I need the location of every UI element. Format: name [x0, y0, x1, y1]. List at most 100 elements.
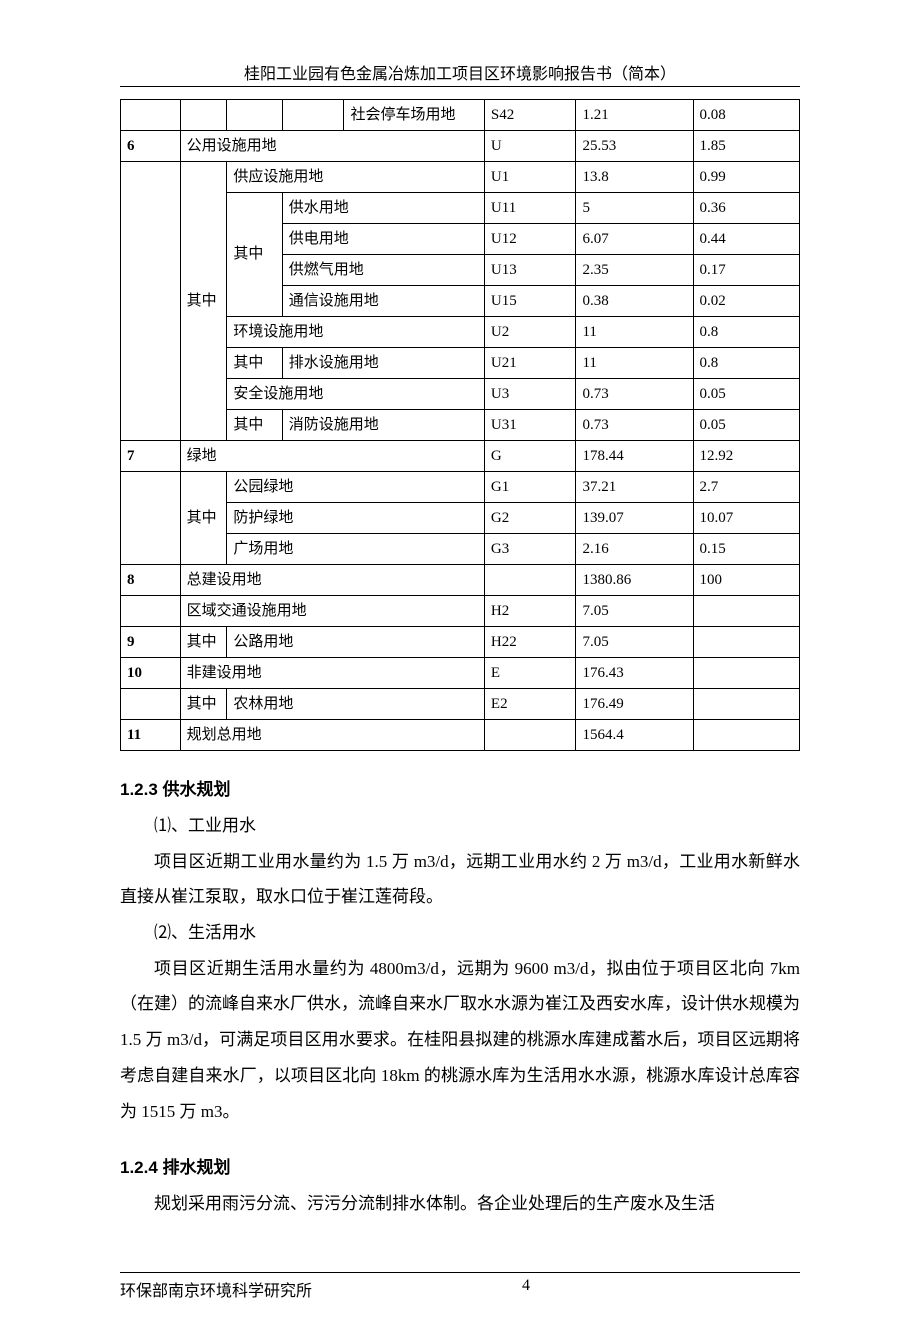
- table-cell: 供水用地: [282, 193, 484, 224]
- s123-p3: ⑵、生活用水: [120, 915, 800, 951]
- table-cell: 176.43: [576, 658, 693, 689]
- table-cell: 9: [121, 627, 181, 658]
- table-cell: 6.07: [576, 224, 693, 255]
- table-cell: 广场用地: [227, 534, 485, 565]
- table-cell: 其中: [180, 627, 227, 658]
- table-cell: [484, 565, 576, 596]
- table-cell: E2: [484, 689, 576, 720]
- table-cell: [693, 720, 800, 751]
- table-cell: [180, 100, 227, 131]
- table-cell: 0.44: [693, 224, 800, 255]
- table-cell: G: [484, 441, 576, 472]
- header-rule: [120, 86, 800, 87]
- table-cell: 其中: [227, 410, 282, 441]
- table-cell: 规划总用地: [180, 720, 484, 751]
- table-cell: 社会停车场用地: [344, 100, 484, 131]
- table-cell: 10.07: [693, 503, 800, 534]
- table-cell: 0.08: [693, 100, 800, 131]
- footer-page-number: 4: [252, 1277, 800, 1301]
- landuse-table: 社会停车场用地S421.210.086公用设施用地U25.531.85其中供应设…: [120, 99, 800, 751]
- table-cell: U12: [484, 224, 576, 255]
- table-cell: 总建设用地: [180, 565, 484, 596]
- table-cell: 2.35: [576, 255, 693, 286]
- table-cell: [121, 162, 181, 441]
- table-cell: 1.21: [576, 100, 693, 131]
- table-cell: 11: [576, 317, 693, 348]
- table-cell: 0.36: [693, 193, 800, 224]
- table-cell: 区域交通设施用地: [180, 596, 484, 627]
- table-cell: 2.16: [576, 534, 693, 565]
- table-cell: H22: [484, 627, 576, 658]
- table-cell: 其中: [180, 162, 227, 441]
- s123-p4: 项目区近期生活用水量约为 4800m3/d，远期为 9600 m3/d，拟由位于…: [120, 951, 800, 1129]
- table-cell: S42: [484, 100, 576, 131]
- table-cell: 消防设施用地: [282, 410, 484, 441]
- table-cell: 139.07: [576, 503, 693, 534]
- table-cell: U21: [484, 348, 576, 379]
- table-cell: 0.8: [693, 348, 800, 379]
- table-cell: 1380.86: [576, 565, 693, 596]
- table-cell: 农林用地: [227, 689, 485, 720]
- table-cell: [121, 472, 181, 565]
- table-cell: 0.05: [693, 379, 800, 410]
- table-cell: U11: [484, 193, 576, 224]
- table-cell: 通信设施用地: [282, 286, 484, 317]
- table-cell: 其中: [180, 472, 227, 565]
- table-cell: 7: [121, 441, 181, 472]
- table-cell: 37.21: [576, 472, 693, 503]
- table-cell: 7.05: [576, 596, 693, 627]
- table-cell: 绿地: [180, 441, 484, 472]
- table-cell: U3: [484, 379, 576, 410]
- table-cell: 0.73: [576, 410, 693, 441]
- table-cell: 公路用地: [227, 627, 485, 658]
- table-cell: [227, 100, 282, 131]
- table-cell: [121, 596, 181, 627]
- table-cell: U: [484, 131, 576, 162]
- s123-p2: 项目区近期工业用水量约为 1.5 万 m3/d，远期工业用水约 2 万 m3/d…: [120, 844, 800, 915]
- table-cell: 10: [121, 658, 181, 689]
- table-cell: U15: [484, 286, 576, 317]
- table-cell: [693, 596, 800, 627]
- table-cell: U1: [484, 162, 576, 193]
- table-cell: U31: [484, 410, 576, 441]
- table-cell: 7.05: [576, 627, 693, 658]
- table-cell: 13.8: [576, 162, 693, 193]
- document-page: 桂阳工业园有色金属冶炼加工项目区环境影响报告书（简本） 社会停车场用地S421.…: [0, 0, 920, 1341]
- s123-p1: ⑴、工业用水: [120, 808, 800, 844]
- table-cell: 排水设施用地: [282, 348, 484, 379]
- table-cell: [693, 689, 800, 720]
- section-123-heading: 1.2.3 供水规划: [120, 775, 800, 800]
- table-cell: 1.85: [693, 131, 800, 162]
- table-cell: 0.73: [576, 379, 693, 410]
- table-cell: 2.7: [693, 472, 800, 503]
- table-cell: G2: [484, 503, 576, 534]
- table-cell: 供应设施用地: [227, 162, 485, 193]
- table-cell: 供燃气用地: [282, 255, 484, 286]
- table-cell: 环境设施用地: [227, 317, 485, 348]
- table-cell: [693, 627, 800, 658]
- table-cell: [484, 720, 576, 751]
- table-cell: E: [484, 658, 576, 689]
- table-cell: 安全设施用地: [227, 379, 485, 410]
- table-cell: 25.53: [576, 131, 693, 162]
- section-124-heading: 1.2.4 排水规划: [120, 1153, 800, 1178]
- table-cell: 178.44: [576, 441, 693, 472]
- table-cell: 0.15: [693, 534, 800, 565]
- table-cell: 其中: [227, 193, 282, 317]
- table-cell: 5: [576, 193, 693, 224]
- table-cell: 其中: [180, 689, 227, 720]
- table-cell: 6: [121, 131, 181, 162]
- table-cell: [121, 100, 181, 131]
- s124-p1: 规划采用雨污分流、污污分流制排水体制。各企业处理后的生产废水及生活: [120, 1186, 800, 1222]
- table-cell: 176.49: [576, 689, 693, 720]
- table-cell: [282, 100, 344, 131]
- table-cell: 12.92: [693, 441, 800, 472]
- table-cell: G1: [484, 472, 576, 503]
- table-cell: 0.8: [693, 317, 800, 348]
- table-cell: 11: [121, 720, 181, 751]
- page-header-title: 桂阳工业园有色金属冶炼加工项目区环境影响报告书（简本）: [120, 60, 800, 84]
- table-cell: 公园绿地: [227, 472, 485, 503]
- table-cell: 0.99: [693, 162, 800, 193]
- table-cell: 供电用地: [282, 224, 484, 255]
- table-cell: 0.17: [693, 255, 800, 286]
